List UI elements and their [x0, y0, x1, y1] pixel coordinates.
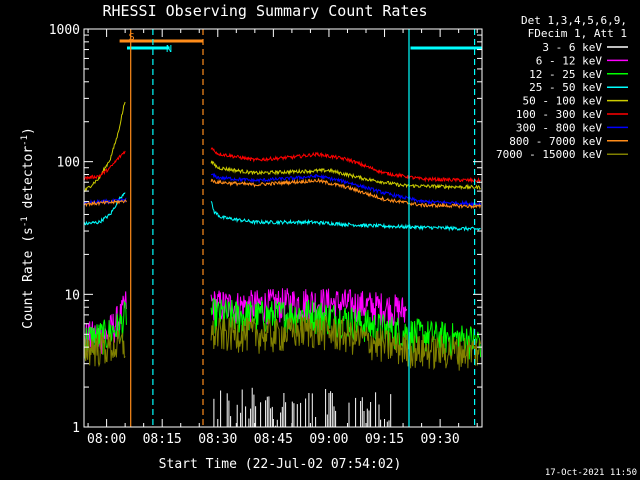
- legend-label: 7000 - 15000 keV: [496, 148, 602, 161]
- legend-label: 25 - 50 keV: [529, 81, 602, 94]
- data-trace: [83, 330, 126, 368]
- x-tick-label: 09:15: [365, 432, 404, 447]
- x-tick-label: 08:45: [254, 432, 293, 447]
- data-trace: [210, 177, 482, 210]
- legend-label: 50 - 100 keV: [523, 95, 603, 108]
- plot-area: NS: [83, 29, 482, 427]
- legend: Det 1,3,4,5,6,9, FDecim 1, Att 1 3 - 6 k…: [496, 14, 628, 161]
- data-trace: [210, 201, 481, 232]
- data-trace: [210, 147, 481, 184]
- x-tick-label: 08:30: [198, 432, 237, 447]
- series-800-7000-kev: [84, 177, 482, 210]
- y-axis-label-main: Count Rate (s: [21, 227, 36, 329]
- legend-label: 100 - 300 keV: [516, 108, 602, 121]
- plot-frame: [83, 28, 483, 428]
- series-12-25-kev: [83, 297, 482, 360]
- legend-header-line-1: Det 1,3,4,5,6,9,: [521, 14, 627, 27]
- y-axis: 1 10 100 1000: [49, 23, 482, 436]
- timestamp: 17-Oct-2021 11:50: [545, 468, 637, 478]
- x-tick-label: 08:15: [143, 432, 182, 447]
- legend-label: 6 - 12 keV: [536, 54, 603, 67]
- y-axis-label-end: ): [21, 127, 36, 135]
- data-trace: [210, 315, 482, 371]
- x-axis: 08:00 08:15 08:30 08:45 09:00 09:15 09:30: [87, 29, 478, 447]
- interval-label-saa: S: [129, 32, 135, 43]
- data-trace: [83, 150, 126, 181]
- legend-label: 800 - 7000 keV: [509, 135, 602, 148]
- y-tick-label: 1: [72, 421, 80, 436]
- series-50-100-kev: [84, 101, 481, 192]
- y-tick-label: 10: [64, 288, 80, 303]
- interval-label-night: N: [166, 44, 172, 55]
- x-tick-label: 08:00: [87, 432, 126, 447]
- x-tick-label: 09:00: [309, 432, 348, 447]
- legend-label: 12 - 25 keV: [529, 68, 602, 81]
- data-trace: [210, 172, 482, 208]
- x-axis-label: Start Time (22-Jul-02 07:54:02): [159, 457, 402, 472]
- y-axis-label-sup2: -1: [20, 135, 30, 146]
- data-trace: [83, 300, 127, 359]
- series-3-6-kev: [213, 387, 392, 427]
- x-tick-label: 09:30: [421, 432, 460, 447]
- event-markers: [130, 29, 476, 427]
- y-axis-label-sup1: -1: [20, 216, 30, 227]
- y-axis-label-mid: detector: [21, 146, 36, 217]
- observing-intervals: NS: [119, 32, 482, 55]
- data-trace: [210, 297, 482, 360]
- legend-label: 3 - 6 keV: [542, 41, 602, 54]
- data-trace: [84, 199, 127, 208]
- data-trace: [210, 160, 481, 191]
- series-100-300-kev: [83, 147, 481, 184]
- y-tick-label: 100: [57, 156, 80, 171]
- y-tick-label: 1000: [49, 23, 80, 38]
- legend-label: 300 - 800 keV: [516, 121, 602, 134]
- series-7000-15000-kev: [83, 315, 482, 371]
- chart-title: RHESSI Observing Summary Count Rates: [102, 2, 427, 20]
- legend-header-line-2: FDecim 1, Att 1: [528, 27, 627, 40]
- data-trace: [84, 101, 126, 192]
- y-axis-label: Count Rate (s-1 detector-1): [20, 127, 36, 329]
